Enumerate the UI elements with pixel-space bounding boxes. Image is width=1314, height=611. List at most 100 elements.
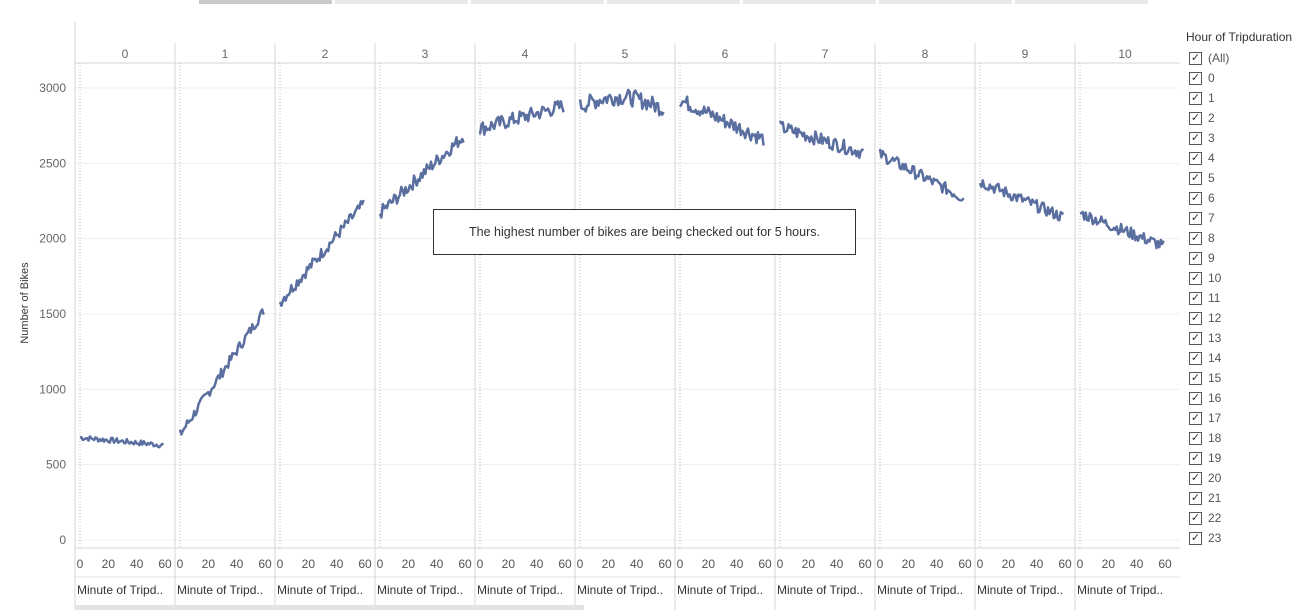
checkbox-checked-icon[interactable]: ✓ — [1189, 471, 1202, 485]
tab-segment[interactable] — [879, 0, 1012, 4]
tab-segment[interactable] — [335, 0, 468, 4]
filter-list: ✓ (All) ✓ 0 ✓ 1 ✓ 2 ✓ 3 ✓ 4 ✓ 5 ✓ 6 ✓ 7 ✓ 8 ✓ 9 ✓ 10 ✓ 11 ✓ 12 ✓ 13 ✓ 1… — [1180, 48, 1314, 548]
tab-segment[interactable] — [1015, 0, 1148, 4]
checkbox-checked-icon[interactable]: ✓ — [1189, 311, 1202, 325]
tab-segment[interactable] — [471, 0, 604, 4]
checkbox-checked-icon[interactable]: ✓ — [1189, 531, 1202, 545]
filter-item[interactable]: ✓ 10 — [1180, 268, 1314, 288]
x-tick-label: 40 — [630, 557, 644, 571]
x-tick-label: 40 — [730, 557, 744, 571]
checkbox-checked-icon[interactable]: ✓ — [1189, 171, 1202, 185]
filter-item[interactable]: ✓ 11 — [1180, 288, 1314, 308]
filter-item[interactable]: ✓ 19 — [1180, 448, 1314, 468]
checkbox-checked-icon[interactable]: ✓ — [1189, 291, 1202, 305]
x-tick-label: 40 — [1130, 557, 1144, 571]
filter-item[interactable]: ✓ 21 — [1180, 488, 1314, 508]
y-tick-label: 1000 — [39, 382, 66, 396]
panel-x-axis-title: Minute of Tripd.. — [177, 583, 263, 597]
filter-title: Hour of Tripduration — [1186, 30, 1293, 44]
panel-x-axis-title: Minute of Tripd.. — [1077, 583, 1163, 597]
y-tick-label: 500 — [46, 458, 66, 472]
x-tick-label: 20 — [302, 557, 316, 571]
filter-item[interactable]: ✓ 5 — [1180, 168, 1314, 188]
x-tick-label: 0 — [77, 557, 84, 571]
checkbox-checked-icon[interactable]: ✓ — [1189, 211, 1202, 225]
x-tick-label: 60 — [658, 557, 672, 571]
filter-item[interactable]: ✓ 18 — [1180, 428, 1314, 448]
hour-filter-panel: Hour of Tripduration ✓ (All) ✓ 0 ✓ 1 ✓ 2 ✓ 3 ✓ 4 ✓ 5 ✓… — [1180, 26, 1314, 548]
filter-item[interactable]: ✓ 0 — [1180, 68, 1314, 88]
filter-item[interactable]: ✓ 8 — [1180, 228, 1314, 248]
x-tick-label: 20 — [902, 557, 916, 571]
x-tick-label: 20 — [1102, 557, 1116, 571]
checkbox-checked-icon[interactable]: ✓ — [1189, 351, 1202, 365]
filter-item[interactable]: ✓ 6 — [1180, 188, 1314, 208]
x-tick-label: 0 — [577, 557, 584, 571]
x-tick-label: 20 — [502, 557, 516, 571]
x-tick-label: 0 — [477, 557, 484, 571]
series-line — [478, 99, 565, 136]
checkbox-checked-icon[interactable]: ✓ — [1189, 51, 1202, 65]
checkbox-checked-icon[interactable]: ✓ — [1189, 491, 1202, 505]
series-line — [1079, 210, 1165, 250]
checkbox-checked-icon[interactable]: ✓ — [1189, 191, 1202, 205]
checkbox-checked-icon[interactable]: ✓ — [1189, 451, 1202, 465]
filter-item[interactable]: ✓ 22 — [1180, 508, 1314, 528]
filter-item-label: 8 — [1208, 231, 1215, 245]
filter-item-label: 18 — [1208, 431, 1222, 445]
filter-item[interactable]: ✓ 15 — [1180, 368, 1314, 388]
filter-item[interactable]: ✓ (All) — [1180, 48, 1314, 68]
filter-item-label: 11 — [1208, 291, 1221, 305]
filter-item[interactable]: ✓ 13 — [1180, 328, 1314, 348]
x-tick-label: 40 — [430, 557, 444, 571]
horizontal-scrollbar[interactable] — [76, 605, 584, 610]
filter-item[interactable]: ✓ 17 — [1180, 408, 1314, 428]
checkbox-checked-icon[interactable]: ✓ — [1189, 411, 1202, 425]
checkbox-checked-icon[interactable]: ✓ — [1189, 71, 1202, 85]
y-axis-title: Number of Bikes — [19, 262, 31, 344]
filter-item-label: 0 — [1208, 71, 1215, 85]
tab-segment[interactable] — [607, 0, 740, 4]
filter-item[interactable]: ✓ 3 — [1180, 128, 1314, 148]
checkbox-checked-icon[interactable]: ✓ — [1189, 231, 1202, 245]
checkbox-checked-icon[interactable]: ✓ — [1189, 431, 1202, 445]
checkbox-checked-icon[interactable]: ✓ — [1189, 91, 1202, 105]
filter-item[interactable]: ✓ 2 — [1180, 108, 1314, 128]
checkbox-checked-icon[interactable]: ✓ — [1189, 251, 1202, 265]
x-tick-label: 0 — [1077, 557, 1084, 571]
y-tick-label: 2500 — [39, 156, 66, 170]
checkbox-checked-icon[interactable]: ✓ — [1189, 511, 1202, 525]
filter-item-label: 2 — [1208, 111, 1215, 125]
checkbox-checked-icon[interactable]: ✓ — [1189, 391, 1202, 405]
filter-item-label: 21 — [1208, 491, 1222, 505]
checkbox-checked-icon[interactable]: ✓ — [1189, 151, 1202, 165]
y-tick-label: 3000 — [39, 81, 66, 95]
filter-item[interactable]: ✓ 16 — [1180, 388, 1314, 408]
filter-item[interactable]: ✓ 1 — [1180, 88, 1314, 108]
checkbox-checked-icon[interactable]: ✓ — [1189, 111, 1202, 125]
tab-segment[interactable] — [743, 0, 876, 4]
filter-item[interactable]: ✓ 7 — [1180, 208, 1314, 228]
filter-item[interactable]: ✓ 20 — [1180, 468, 1314, 488]
filter-item-label: 4 — [1208, 151, 1215, 165]
x-tick-label: 20 — [402, 557, 416, 571]
x-tick-label: 0 — [277, 557, 284, 571]
filter-item-label: 1 — [1208, 91, 1215, 105]
filter-item-label: 15 — [1208, 371, 1222, 385]
checkbox-checked-icon[interactable]: ✓ — [1189, 331, 1202, 345]
tab-segment[interactable] — [199, 0, 332, 4]
filter-item[interactable]: ✓ 4 — [1180, 148, 1314, 168]
filter-item[interactable]: ✓ 14 — [1180, 348, 1314, 368]
x-tick-label: 20 — [1002, 557, 1016, 571]
chart-annotation: The highest number of bikes are being ch… — [433, 209, 856, 255]
checkbox-checked-icon[interactable]: ✓ — [1189, 271, 1202, 285]
checkbox-checked-icon[interactable]: ✓ — [1189, 131, 1202, 145]
series-line — [978, 179, 1065, 222]
filter-item[interactable]: ✓ 9 — [1180, 248, 1314, 268]
checkbox-checked-icon[interactable]: ✓ — [1189, 371, 1202, 385]
panel-x-axis-title: Minute of Tripd.. — [577, 583, 663, 597]
x-tick-label: 20 — [102, 557, 116, 571]
filter-item[interactable]: ✓ 23 — [1180, 528, 1314, 548]
annotation-text: The highest number of bikes are being ch… — [469, 225, 820, 239]
filter-item[interactable]: ✓ 12 — [1180, 308, 1314, 328]
